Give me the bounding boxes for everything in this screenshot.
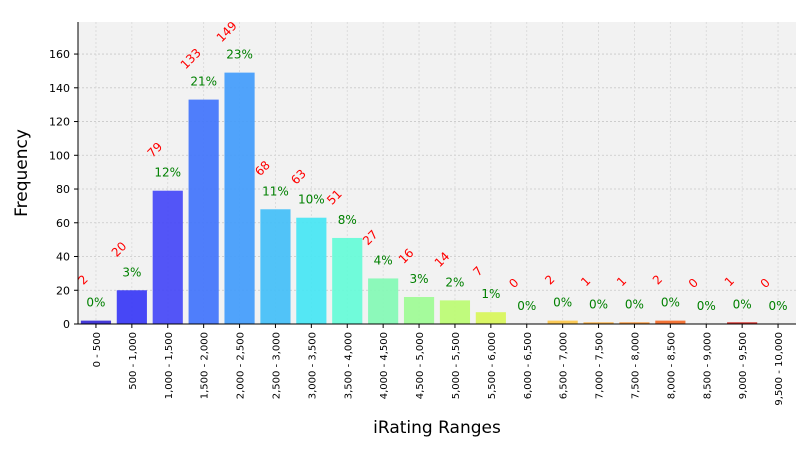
bar bbox=[547, 320, 578, 324]
bar bbox=[260, 209, 291, 324]
bar bbox=[116, 290, 147, 324]
bar bbox=[368, 278, 399, 324]
bar-percent-label: 3% bbox=[410, 272, 429, 286]
bar bbox=[188, 99, 219, 324]
y-tick-label: 120 bbox=[49, 116, 70, 129]
axes bbox=[77, 22, 796, 325]
bar-percent-label: 0% bbox=[625, 297, 644, 311]
bar-percent-label: 0% bbox=[553, 296, 572, 310]
bar-percent-label: 21% bbox=[190, 75, 217, 89]
x-tick-label: 1,500 - 2,000 bbox=[200, 332, 211, 399]
x-tick-label: 7,500 - 8,000 bbox=[630, 332, 641, 399]
x-tick-label: 3,500 - 4,000 bbox=[343, 332, 354, 399]
bar-percent-label: 2% bbox=[445, 275, 464, 289]
x-tick-label: 6,500 - 7,000 bbox=[559, 332, 570, 399]
y-tick-label: 100 bbox=[49, 149, 70, 162]
bars bbox=[80, 72, 758, 324]
x-tick-label: 2,000 - 2,500 bbox=[236, 332, 247, 399]
bar-percent-label: 3% bbox=[122, 265, 141, 279]
x-axis-title: iRating Ranges bbox=[373, 418, 501, 438]
y-tick-label: 60 bbox=[56, 217, 70, 230]
x-tick-label: 500 - 1,000 bbox=[128, 332, 139, 390]
x-tick-label: 3,000 - 3,500 bbox=[307, 332, 318, 399]
y-tick-label: 0 bbox=[63, 318, 70, 331]
y-ticks: 0 20 40 60 80 100 120 140 160 bbox=[49, 48, 78, 331]
bar bbox=[727, 322, 758, 324]
bar-percent-label: 0% bbox=[769, 299, 788, 313]
x-tick-label: 1,000 - 1,500 bbox=[164, 332, 175, 399]
bar-percent-label: 11% bbox=[262, 184, 289, 198]
bar bbox=[332, 237, 363, 324]
y-tick-label: 20 bbox=[56, 284, 70, 297]
bar bbox=[296, 217, 327, 324]
x-tick-label: 8,000 - 8,500 bbox=[666, 332, 677, 399]
bar-percent-label: 10% bbox=[298, 193, 325, 207]
x-tick-label: 5,500 - 6,000 bbox=[487, 332, 498, 399]
x-tick-label: 8,500 - 9,000 bbox=[702, 332, 713, 399]
y-tick-label: 160 bbox=[49, 48, 70, 61]
bar bbox=[655, 320, 686, 324]
bar bbox=[475, 312, 506, 324]
x-tick-label: 4,500 - 5,000 bbox=[415, 332, 426, 399]
bar-percent-label: 1% bbox=[481, 287, 500, 301]
bar bbox=[583, 322, 614, 324]
bar-percent-label: 4% bbox=[374, 253, 393, 267]
y-tick-label: 40 bbox=[56, 251, 70, 264]
bar-percent-label: 0% bbox=[733, 297, 752, 311]
x-tick-label: 9,500 - 10,000 bbox=[774, 332, 785, 406]
bar bbox=[619, 322, 650, 324]
bar-percent-label: 0% bbox=[661, 296, 680, 310]
bar bbox=[403, 297, 435, 324]
bar-percent-label: 8% bbox=[338, 213, 357, 227]
bar bbox=[439, 300, 471, 324]
y-tick-label: 80 bbox=[56, 183, 70, 196]
x-tick-label: 9,000 - 9,500 bbox=[738, 332, 749, 399]
bar-percent-label: 12% bbox=[154, 166, 181, 180]
y-axis-title: Frequency bbox=[12, 129, 32, 217]
bar-percent-label: 0% bbox=[589, 297, 608, 311]
bar bbox=[224, 72, 255, 324]
bar bbox=[80, 320, 112, 324]
x-tick-label: 6,000 - 6,500 bbox=[523, 332, 534, 399]
x-tick-label: 2,500 - 3,000 bbox=[271, 332, 282, 399]
y-tick-label: 140 bbox=[49, 82, 70, 95]
x-tick-label: 4,000 - 4,500 bbox=[379, 332, 390, 399]
bar-percent-label: 23% bbox=[226, 48, 253, 62]
x-tick-label: 5,000 - 5,500 bbox=[451, 332, 462, 399]
bar-percent-label: 0% bbox=[517, 299, 536, 313]
x-tick-label: 7,000 - 7,500 bbox=[595, 332, 606, 399]
x-ticks: 0 - 500 500 - 1,000 1,000 - 1,500 1,500 - 2… bbox=[92, 324, 785, 406]
x-tick-label: 0 - 500 bbox=[92, 332, 103, 367]
bar bbox=[152, 190, 183, 324]
bar-percent-label: 0% bbox=[697, 299, 716, 313]
bar-percent-label: 0% bbox=[86, 296, 105, 310]
